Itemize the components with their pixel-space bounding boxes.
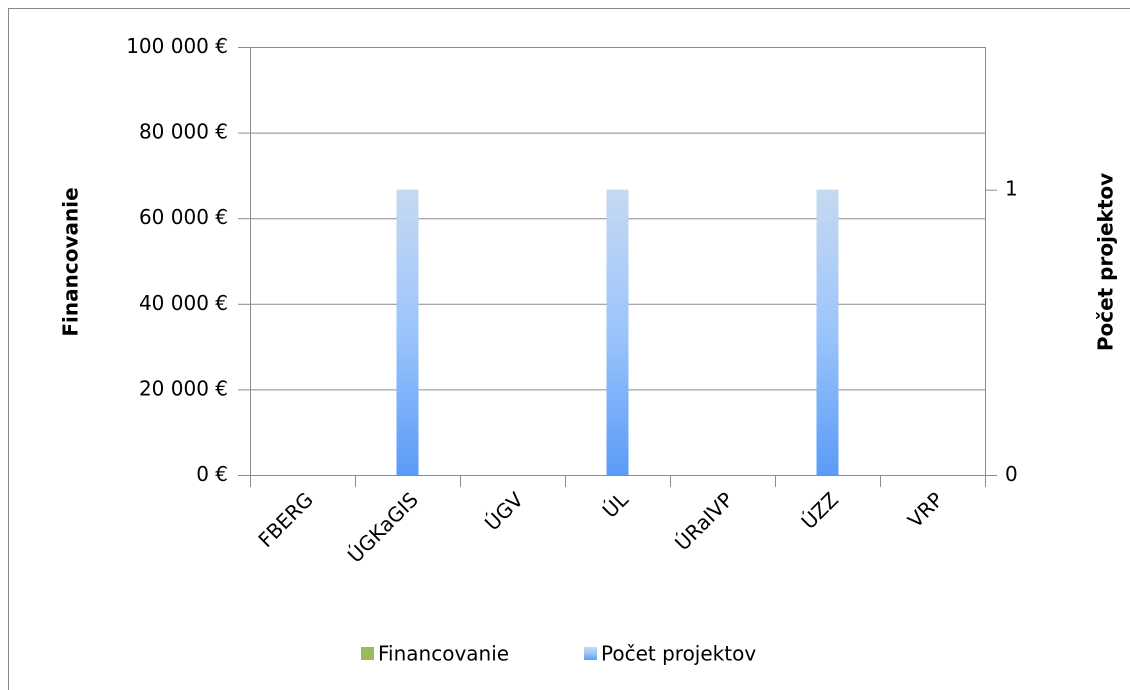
x-tick-label: ÚRaIVP: [670, 487, 738, 555]
x-tick-label: ÚGV: [480, 487, 528, 535]
bar: [606, 189, 629, 475]
x-tick-label: ÚZZ: [796, 487, 842, 533]
chart-border: [8, 8, 1130, 690]
bar: [396, 189, 419, 475]
y-tick-label: 20 000 €: [139, 376, 228, 400]
legend-swatch: [361, 647, 374, 660]
x-tick-label: ÚL: [598, 487, 634, 523]
bar: [816, 189, 839, 475]
y-tick-label: 60 000 €: [139, 205, 228, 229]
y-tick-label: 80 000 €: [139, 120, 228, 144]
x-tick-label: ÚGKaGIS: [343, 487, 423, 567]
legend-label: Financovanie: [378, 642, 509, 666]
legend-label: Počet projektov: [601, 642, 756, 666]
x-tick-label: VRP: [903, 487, 948, 532]
x-tick-label: FBERG: [253, 487, 318, 552]
y2-axis-title: Počet projektov: [1094, 173, 1118, 351]
y-tick-label: 40 000 €: [139, 291, 228, 315]
y-tick-label: 100 000 €: [126, 34, 228, 58]
y-tick-label: 0 €: [196, 462, 228, 486]
legend-swatch: [584, 647, 597, 660]
y2-tick-label: 0: [1005, 462, 1018, 486]
y2-tick-label: 1: [1005, 177, 1018, 201]
y-axis-title: Financovanie: [59, 187, 83, 336]
